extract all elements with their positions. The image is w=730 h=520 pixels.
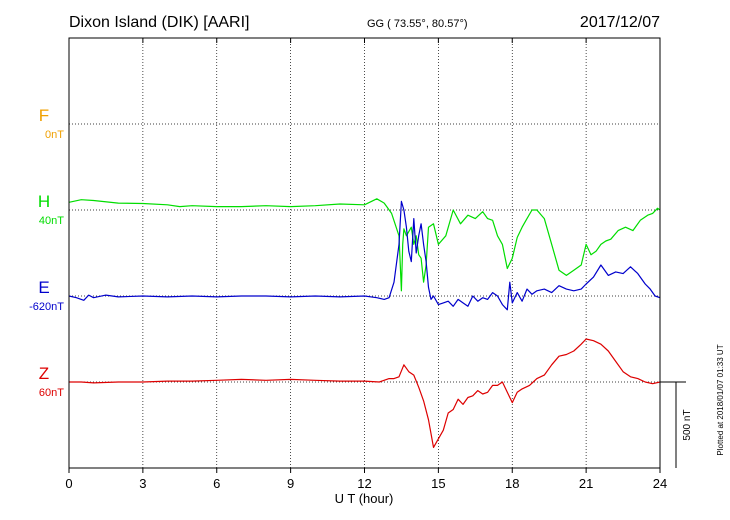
baseline-label-F: 0nT [45,129,64,141]
plotted-timestamp: Plotted at 2018/01/07 01:33 UT [716,344,725,455]
scale-bar-label: 500 nT [682,409,693,440]
x-tick-label: 6 [213,476,220,491]
baseline-label-E: -620nT [29,301,64,313]
baseline-label-H: 40nT [39,215,64,227]
component-label-F: F [39,106,49,125]
x-tick-label: 21 [579,476,593,491]
baseline-label-Z: 60nT [39,387,64,399]
series-H-line [68,198,661,292]
component-label-E: E [38,278,49,297]
x-tick-label: 15 [431,476,445,491]
plot-frame [68,37,661,469]
plot-date: 2017/12/07 [580,14,660,31]
x-axis-label: U T (hour) [335,491,394,506]
geo-coordinates: GG ( 73.55°, 80.57°) [367,18,468,30]
grid-lines [69,38,660,468]
data-traces [68,198,661,448]
component-label-H: H [38,192,50,211]
component-labels: F 0nT H 40nT E -620nT Z 60nT [29,106,64,399]
component-label-Z: Z [39,364,49,383]
x-tick-label: 9 [287,476,294,491]
x-tick-label: 3 [139,476,146,491]
scale-bar: 500 nT [660,381,693,468]
station-title: Dixon Island (DIK) [AARI] [69,14,250,31]
x-tick-label: 18 [505,476,519,491]
x-tick-label: 0 [65,476,72,491]
series-E-line [68,200,661,311]
x-tick-label: 12 [357,476,371,491]
series-Z-line [69,338,661,448]
x-axis-ticks: 0 3 6 9 12 15 18 21 24 [65,38,667,491]
x-tick-label: 24 [653,476,667,491]
